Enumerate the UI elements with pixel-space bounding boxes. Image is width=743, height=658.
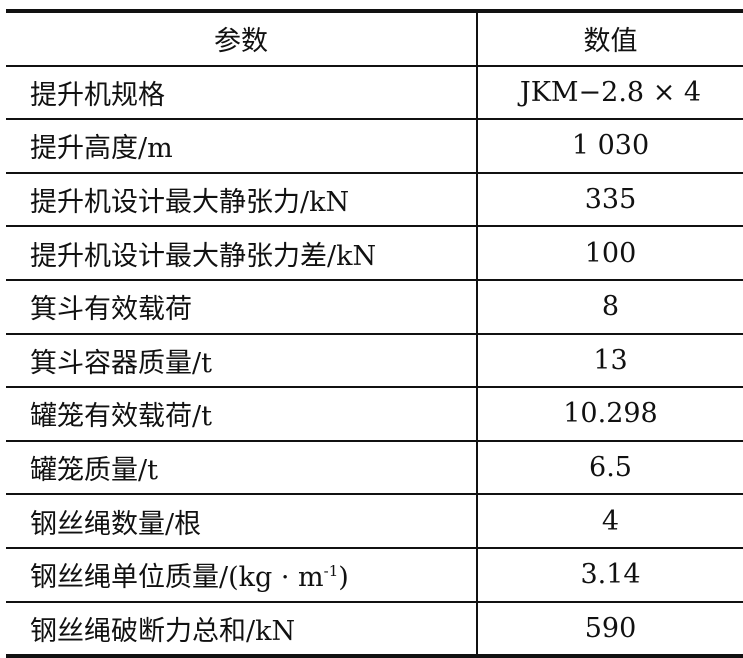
parameter-cell: 提升机规格 <box>6 65 478 121</box>
value-cell: 3.14 <box>477 547 743 603</box>
value-cell: 335 <box>477 172 743 228</box>
value-cell: 6.5 <box>477 440 743 496</box>
table-row: 钢丝绳破断力总和/kN 590 <box>6 601 743 658</box>
parameter-cell: 罐笼有效载荷/t <box>6 387 478 442</box>
parameter-cell: 钢丝绳破断力总和/kN <box>6 601 478 658</box>
table-row: 提升机规格 JKM−2.8 × 4 <box>6 65 743 121</box>
value-cell: 8 <box>477 279 743 335</box>
parameter-cell: 箕斗有效载荷 <box>6 279 478 335</box>
table-row: 罐笼有效载荷/t 10.298 <box>6 387 743 442</box>
value-cell: 1 030 <box>477 119 743 174</box>
unit-exponent: -1 <box>323 562 339 581</box>
table-row: 提升机设计最大静张力/kN 335 <box>6 172 743 228</box>
header-parameter: 参数 <box>6 9 478 67</box>
value-cell: 590 <box>477 601 743 658</box>
header-row: 参数 数值 <box>6 9 743 67</box>
parameter-label: 箕斗容器质量/t <box>30 347 212 379</box>
parameter-cell: 钢丝绳数量/根 <box>6 494 478 549</box>
parameter-cell: 提升高度/m <box>6 119 478 174</box>
value-cell: 10.298 <box>477 387 743 442</box>
parameter-label: 提升机设计最大静张力/kN <box>30 187 350 219</box>
unit-close-paren: ) <box>338 562 349 594</box>
parameter-label: 钢丝绳单位质量/(kg · m <box>30 562 324 594</box>
parameter-cell: 箕斗容器质量/t <box>6 333 478 389</box>
table-row: 提升高度/m 1 030 <box>6 119 743 174</box>
parameter-label: 钢丝绳破断力总和/kN <box>30 615 296 647</box>
table-row: 箕斗有效载荷 8 <box>6 279 743 335</box>
parameter-cell: 提升机设计最大静张力差/kN <box>6 226 478 281</box>
table-row: 箕斗容器质量/t 13 <box>6 333 743 389</box>
parameter-label: 提升高度/m <box>30 133 173 165</box>
value-cell: 100 <box>477 226 743 281</box>
header-value: 数值 <box>477 9 743 67</box>
table-row: 钢丝绳数量/根 4 <box>6 494 743 549</box>
value-cell: 13 <box>477 333 743 389</box>
parameter-cell: 罐笼质量/t <box>6 440 478 496</box>
value-cell: JKM−2.8 × 4 <box>477 65 743 121</box>
table-row: 提升机设计最大静张力差/kN 100 <box>6 226 743 281</box>
parameter-label: 罐笼质量/t <box>30 455 158 487</box>
parameter-table: 参数 数值 提升机规格 JKM−2.8 × 4 提升高度/m 1 030 提升机设计最大… <box>6 9 743 658</box>
parameter-label: 箕斗有效载荷 <box>30 294 192 326</box>
parameter-label: 提升机设计最大静张力差/kN <box>30 240 377 272</box>
parameter-cell: 钢丝绳单位质量/(kg · m-1) <box>6 547 478 603</box>
parameter-cell: 提升机设计最大静张力/kN <box>6 172 478 228</box>
parameter-label: 提升机规格 <box>30 79 165 111</box>
parameter-label: 钢丝绳数量/根 <box>30 508 202 540</box>
parameter-label: 罐笼有效载荷/t <box>30 401 212 433</box>
value-cell: 4 <box>477 494 743 549</box>
table-row: 钢丝绳单位质量/(kg · m-1) 3.14 <box>6 547 743 603</box>
table-row: 罐笼质量/t 6.5 <box>6 440 743 496</box>
